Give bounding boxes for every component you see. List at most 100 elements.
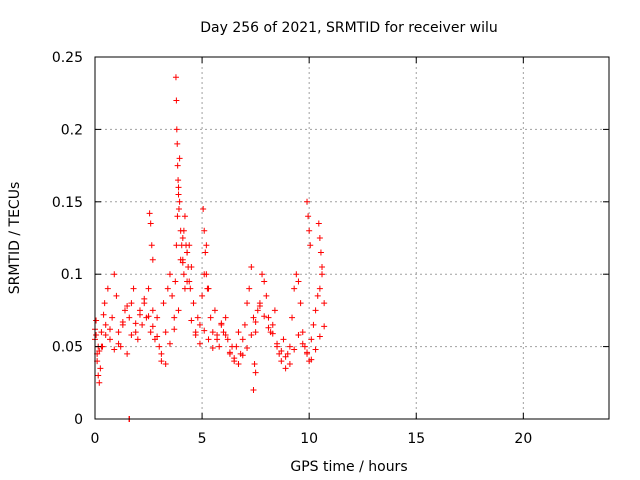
data-point [308, 336, 315, 343]
x-tick-label: 20 [514, 431, 532, 447]
data-point [132, 329, 139, 336]
data-point [102, 332, 109, 339]
x-tick-label: 0 [91, 431, 100, 447]
x-tick-label: 10 [300, 431, 318, 447]
data-point [293, 271, 300, 278]
data-point [289, 314, 296, 321]
data-point [222, 314, 229, 321]
data-point [209, 329, 216, 336]
data-point [149, 307, 156, 314]
data-point [146, 210, 153, 217]
data-point [317, 249, 324, 256]
data-point [141, 295, 148, 302]
data-point [321, 323, 328, 330]
data-point [136, 311, 143, 318]
data-point [274, 340, 281, 347]
data-point [192, 332, 199, 339]
data-point [96, 347, 103, 354]
data-point [239, 352, 246, 359]
data-point [252, 369, 259, 376]
data-point [307, 242, 314, 249]
data-point [254, 307, 261, 314]
data-point [286, 343, 293, 350]
data-point [216, 343, 223, 350]
data-point [263, 292, 270, 299]
data-point [156, 343, 163, 350]
data-point [316, 235, 323, 241]
data-point [93, 332, 100, 339]
data-point [124, 303, 131, 310]
data-point [106, 326, 113, 333]
data-point [235, 329, 242, 336]
data-point [196, 321, 203, 328]
data-point [121, 307, 128, 314]
y-tick-label: 0.1 [61, 267, 83, 283]
data-point [261, 278, 268, 285]
plot-frame [94, 56, 610, 420]
data-point [126, 314, 133, 321]
data-point [211, 307, 218, 314]
data-point [172, 74, 179, 81]
data-point [314, 292, 321, 299]
data-point [248, 332, 255, 339]
data-point [239, 336, 246, 343]
data-point [312, 307, 319, 314]
y-tick-label: 0.25 [52, 50, 83, 66]
data-point [319, 271, 326, 278]
data-point [291, 285, 298, 292]
data-point [308, 356, 315, 363]
data-point [104, 285, 111, 292]
data-point [145, 285, 152, 292]
data-point [124, 350, 131, 357]
axis-ticks: 0 5 10 15 20 0 0.05 0.1 0.15 0.2 0.25 [52, 50, 609, 447]
data-point [319, 263, 326, 270]
data-point [115, 340, 122, 347]
data-point [233, 343, 240, 350]
data-point [97, 365, 104, 372]
data-point [180, 271, 187, 278]
data-point [246, 285, 253, 292]
data-point [202, 249, 209, 256]
data-point [251, 360, 258, 367]
data-point [315, 220, 322, 227]
data-point [175, 206, 182, 213]
data-point [169, 292, 176, 299]
data-point [250, 387, 257, 394]
data-point [299, 329, 306, 336]
data-point [306, 227, 313, 234]
data-point [231, 355, 238, 362]
data-point [101, 300, 108, 307]
data-point [111, 271, 118, 278]
data-point [187, 285, 194, 292]
y-tick-label: 0 [74, 412, 83, 428]
data-point [115, 329, 122, 336]
data-point [241, 321, 248, 328]
data-point [166, 340, 173, 347]
data-point [291, 346, 298, 353]
data-point [130, 285, 137, 292]
data-point [139, 321, 146, 328]
data-point [295, 332, 302, 339]
data-point [252, 318, 259, 325]
data-point [176, 198, 183, 205]
data-point [201, 227, 208, 234]
data-point [160, 300, 167, 307]
data-point [176, 155, 183, 162]
data-point [177, 256, 184, 263]
data-point [111, 346, 118, 353]
data-point [181, 285, 188, 292]
data-point [297, 300, 304, 307]
data-point [174, 140, 181, 147]
data-point [162, 360, 169, 367]
data-point [200, 206, 207, 213]
data-point [175, 307, 182, 314]
data-point [93, 317, 100, 324]
data-point [180, 227, 187, 234]
data-point [248, 263, 255, 270]
data-point [244, 345, 251, 352]
data-point [175, 191, 182, 198]
data-point [265, 314, 272, 321]
data-point [265, 324, 272, 331]
data-point [271, 307, 278, 314]
